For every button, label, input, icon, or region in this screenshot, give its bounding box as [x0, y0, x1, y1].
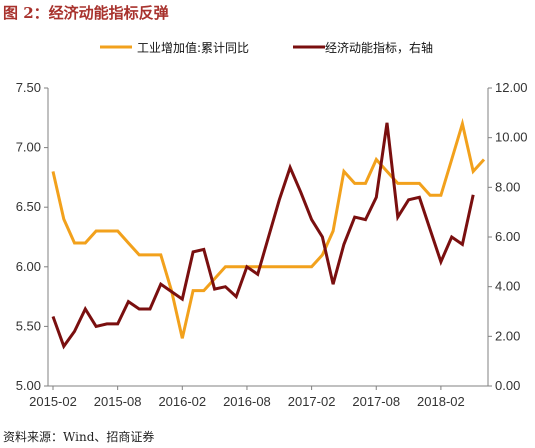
x-tick-label: 2016-02 — [158, 394, 206, 409]
x-tick-label: 2017-02 — [288, 394, 336, 409]
legend-label-2: 经济动能指标，右轴 — [325, 40, 433, 55]
x-tick-label: 2016-08 — [223, 394, 271, 409]
left-tick-label: 6.50 — [16, 199, 41, 214]
right-tick-label: 2.00 — [495, 328, 520, 343]
x-tick-label: 2018-02 — [417, 394, 465, 409]
left-tick-label: 7.50 — [16, 80, 41, 95]
chart-title: 图 2：经济动能指标反弹 — [3, 4, 169, 22]
right-tick-label: 4.00 — [495, 279, 520, 294]
line-chart: 5.00 5.50 6.00 6.50 7.00 7.50 0.00 2.00 4.00 6.00… — [16, 40, 528, 409]
series-line-2 — [51, 122, 475, 350]
right-tick-label: 8.00 — [495, 179, 520, 194]
x-tick-label: 2015-02 — [29, 394, 77, 409]
right-tick-label: 0.00 — [495, 378, 520, 393]
source-note: 资料来源：Wind、招商证券 — [3, 430, 155, 444]
left-tick-label: 5.00 — [16, 378, 41, 393]
left-tick-label: 7.00 — [16, 140, 41, 155]
right-tick-label: 12.00 — [495, 80, 528, 95]
left-tick-label: 5.50 — [16, 318, 41, 333]
legend-label-1: 工业增加值:累计同比 — [137, 40, 249, 55]
series-line-1 — [51, 117, 486, 339]
left-tick-label: 6.00 — [16, 259, 41, 274]
right-tick-label: 10.00 — [495, 130, 528, 145]
right-tick-label: 6.00 — [495, 229, 520, 244]
x-tick-label: 2017-08 — [352, 394, 400, 409]
x-tick-label: 2015-08 — [94, 394, 142, 409]
